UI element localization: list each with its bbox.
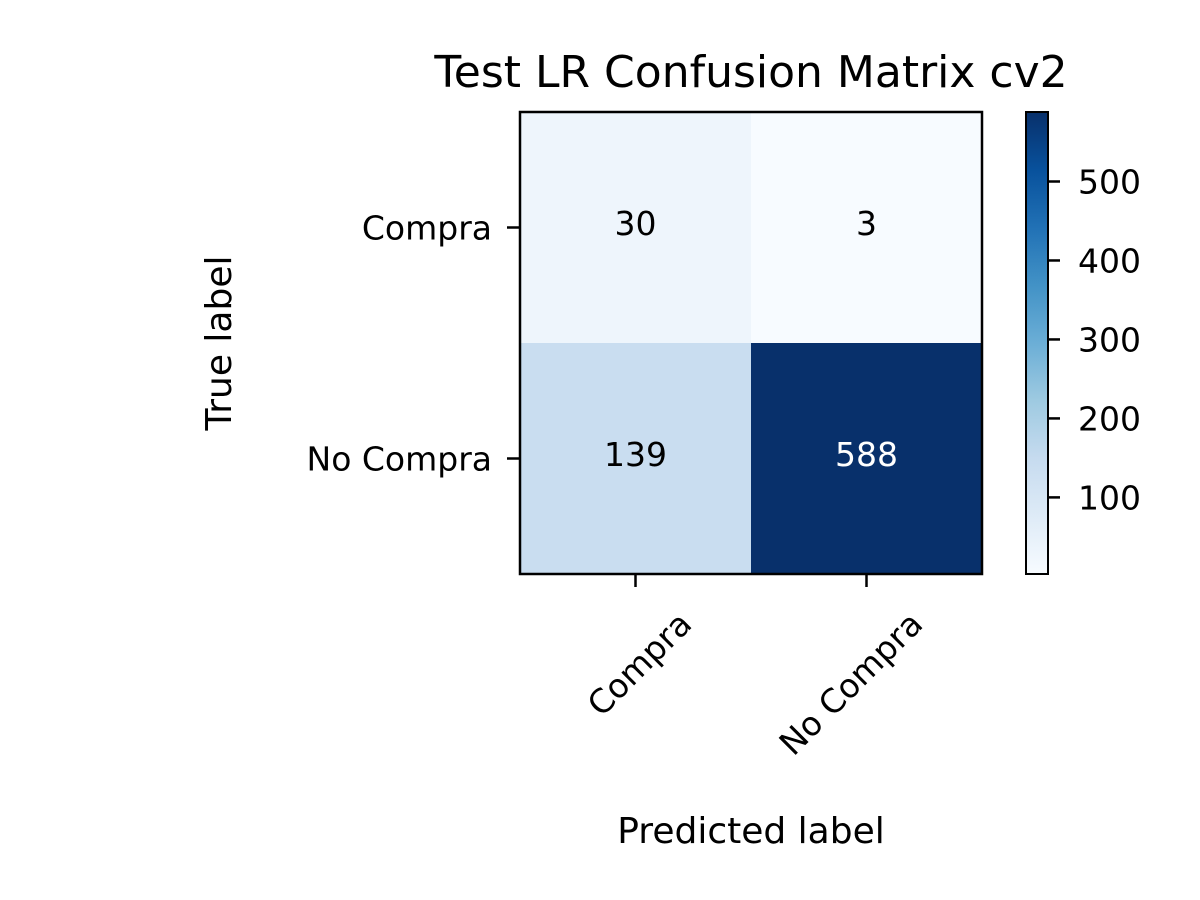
y-tick-label: No Compra [307, 440, 492, 479]
matrix-frame [518, 110, 984, 576]
colorbar-tick-label: 300 [1078, 320, 1141, 359]
matrix-cells: 30 3 139 588 [520, 112, 982, 574]
cell-value-label: 139 [604, 435, 667, 474]
matrix-cell [751, 343, 982, 574]
chart-title: Test LR Confusion Matrix cv2 [433, 47, 1067, 98]
colorbar-tick-label: 400 [1078, 241, 1141, 280]
colorbar [1025, 111, 1049, 575]
colorbar-ticks: 100 200 300 400 500 [1048, 162, 1141, 517]
y-axis-title: True label [199, 256, 240, 432]
matrix-cell [520, 343, 751, 574]
colorbar-tick-label: 200 [1078, 399, 1141, 438]
cell-value-label: 588 [835, 435, 898, 474]
cell-value-label: 30 [615, 204, 657, 243]
colorbar-tick-label: 500 [1078, 162, 1141, 201]
x-axis-title: Predicted label [617, 811, 885, 852]
x-tick-label: No Compra [771, 604, 930, 763]
matrix-cell [751, 112, 982, 343]
matrix-cell [520, 112, 751, 343]
colorbar-tick-label: 100 [1078, 478, 1141, 517]
y-tick-label: Compra [362, 209, 492, 248]
x-tick-label: Compra [580, 604, 700, 724]
cell-value-label: 3 [856, 204, 877, 243]
